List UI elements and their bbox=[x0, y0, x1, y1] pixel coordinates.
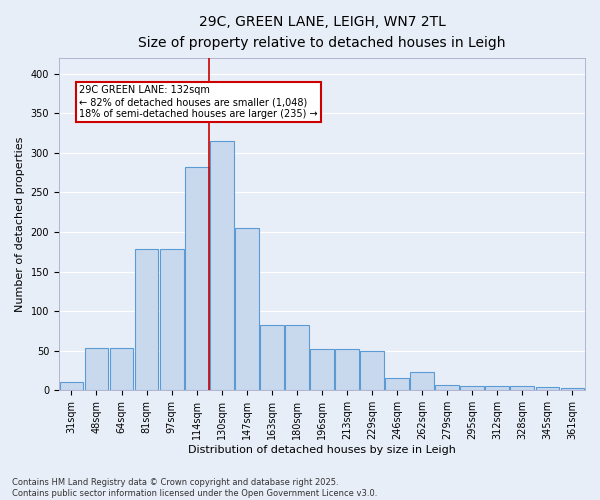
Bar bbox=[360, 350, 384, 391]
Bar bbox=[560, 388, 584, 390]
Bar bbox=[485, 386, 509, 390]
Bar bbox=[110, 348, 133, 391]
Bar bbox=[85, 348, 109, 391]
Bar bbox=[436, 385, 459, 390]
Bar bbox=[335, 349, 359, 391]
X-axis label: Distribution of detached houses by size in Leigh: Distribution of detached houses by size … bbox=[188, 445, 456, 455]
Y-axis label: Number of detached properties: Number of detached properties bbox=[15, 136, 25, 312]
Bar bbox=[511, 386, 534, 390]
Title: 29C, GREEN LANE, LEIGH, WN7 2TL
Size of property relative to detached houses in : 29C, GREEN LANE, LEIGH, WN7 2TL Size of … bbox=[138, 15, 506, 50]
Bar bbox=[410, 372, 434, 390]
Bar bbox=[59, 382, 83, 390]
Bar bbox=[460, 386, 484, 390]
Bar bbox=[134, 250, 158, 390]
Text: Contains HM Land Registry data © Crown copyright and database right 2025.
Contai: Contains HM Land Registry data © Crown c… bbox=[12, 478, 377, 498]
Bar bbox=[385, 378, 409, 390]
Bar bbox=[210, 141, 233, 390]
Bar bbox=[536, 387, 559, 390]
Bar bbox=[285, 326, 309, 390]
Bar bbox=[160, 250, 184, 390]
Bar bbox=[310, 349, 334, 391]
Text: 29C GREEN LANE: 132sqm
← 82% of detached houses are smaller (1,048)
18% of semi-: 29C GREEN LANE: 132sqm ← 82% of detached… bbox=[79, 86, 317, 118]
Bar bbox=[185, 167, 209, 390]
Bar bbox=[260, 326, 284, 390]
Bar bbox=[235, 228, 259, 390]
